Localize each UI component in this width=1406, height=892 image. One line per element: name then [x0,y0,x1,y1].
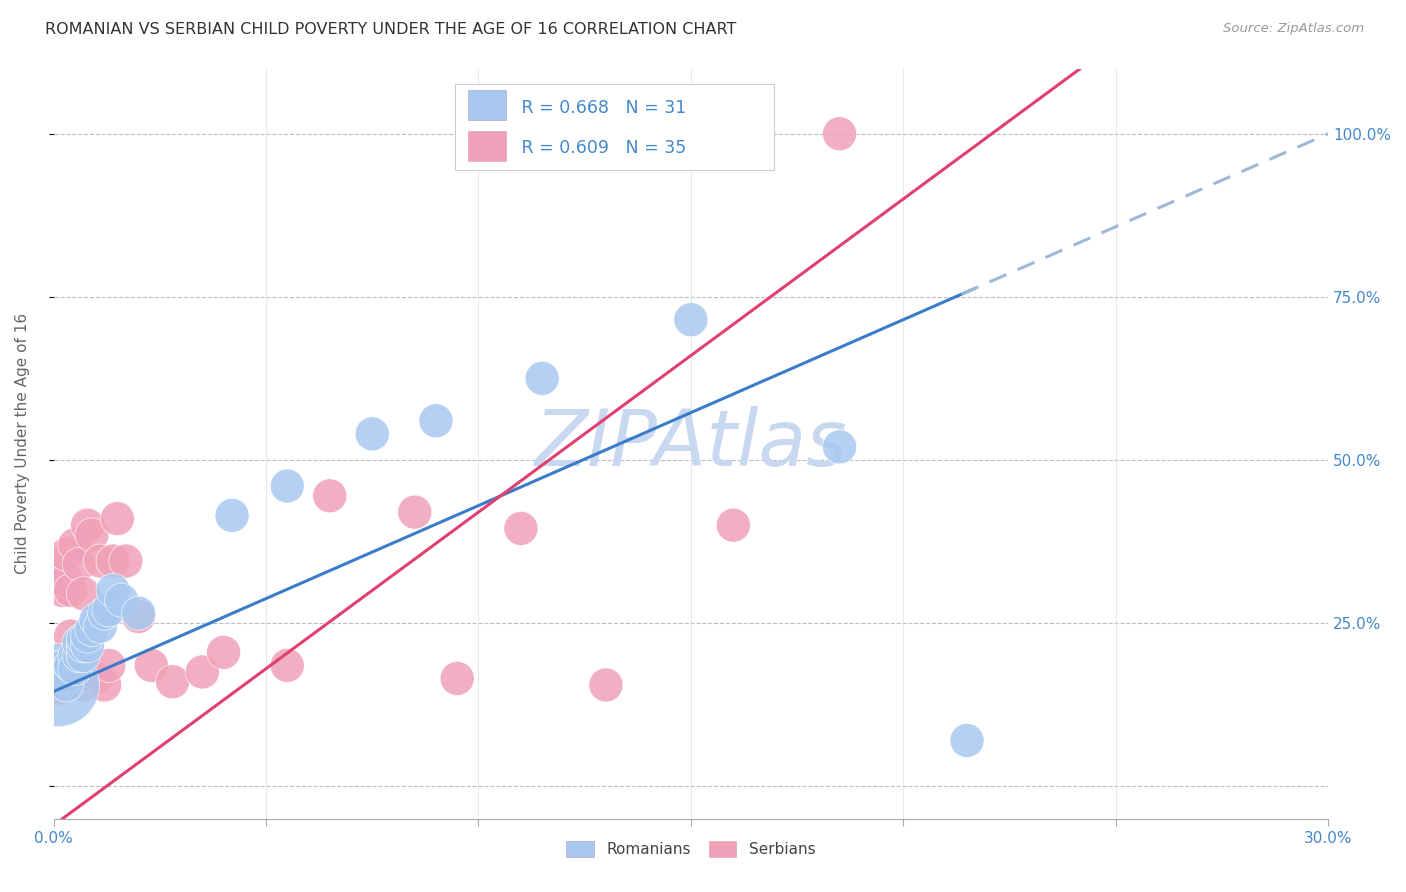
Point [46,678,69,692]
Point [59,583,82,598]
Point [51,583,73,598]
FancyBboxPatch shape [468,90,506,120]
Point [59,658,82,673]
Point [276,479,298,493]
Point [63,662,86,676]
Point [76,518,98,533]
Point [679,312,702,326]
Point [67,635,90,649]
Point [72,587,94,601]
Point [105,511,128,525]
Point [46,681,69,696]
Point [93,678,115,692]
Point [128,609,150,624]
Point [76,639,98,653]
Point [46,662,69,676]
Point [956,733,979,747]
Point [59,629,82,643]
Point [80,528,103,542]
Text: Source: ZipAtlas.com: Source: ZipAtlas.com [1223,22,1364,36]
Point [110,593,132,607]
Point [221,508,243,523]
Point [55,574,77,588]
Point [361,426,384,441]
Point [67,558,90,572]
Point [141,658,163,673]
Point [51,662,73,676]
Point [89,554,111,568]
Point [51,558,73,572]
Text: R = 0.668   N = 31: R = 0.668 N = 31 [516,99,686,117]
Point [425,414,447,428]
Point [55,678,77,692]
Point [319,489,342,503]
Point [828,440,851,454]
Point [191,665,214,679]
Point [101,554,124,568]
Point [72,632,94,647]
Point [72,648,94,663]
Point [51,665,73,679]
Point [63,652,86,666]
Point [404,505,426,519]
Point [55,668,77,682]
Point [446,672,468,686]
Text: R = 0.609   N = 35: R = 0.609 N = 35 [516,139,686,157]
Point [97,658,120,673]
Legend: Romanians, Serbians: Romanians, Serbians [561,836,821,863]
Point [63,648,86,663]
Point [84,613,107,627]
Point [276,658,298,673]
FancyBboxPatch shape [468,131,506,161]
Point [723,518,745,533]
Point [828,127,851,141]
Point [80,623,103,637]
Point [531,371,554,385]
Point [84,672,107,686]
Text: ROMANIAN VS SERBIAN CHILD POVERTY UNDER THE AGE OF 16 CORRELATION CHART: ROMANIAN VS SERBIAN CHILD POVERTY UNDER … [45,22,737,37]
Point [101,583,124,598]
Text: ZIPAtlas: ZIPAtlas [534,406,848,482]
Point [114,554,136,568]
Point [63,538,86,552]
Point [595,678,617,692]
Point [55,548,77,562]
Y-axis label: Child Poverty Under the Age of 16: Child Poverty Under the Age of 16 [15,313,30,574]
Point [97,603,120,617]
Point [67,648,90,663]
Point [93,606,115,620]
Point [72,678,94,692]
Point [212,645,235,659]
Point [510,521,533,535]
Point [162,674,184,689]
Point [76,629,98,643]
Point [72,639,94,653]
FancyBboxPatch shape [456,84,773,169]
Point [128,606,150,620]
Point [89,619,111,633]
